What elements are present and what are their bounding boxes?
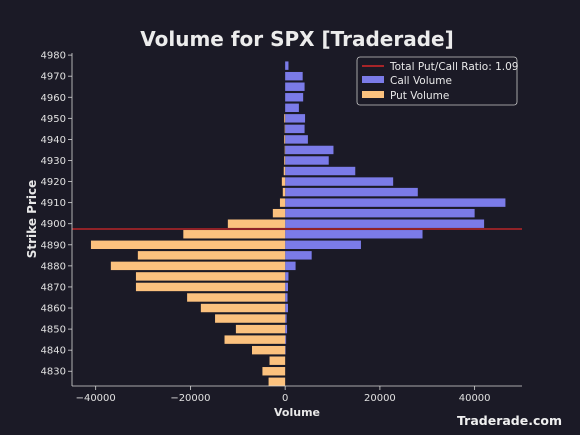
put-bar-4895 xyxy=(183,230,286,239)
put-bar-4915 xyxy=(282,187,286,197)
legend-label-ref-line: Total Put/Call Ratio: 1.09 xyxy=(389,61,518,73)
call-bar-4885 xyxy=(285,251,312,260)
put-bar-4855 xyxy=(215,314,286,323)
legend-label-call: Call Volume xyxy=(390,75,452,87)
call-bar-4915 xyxy=(285,187,418,197)
ticks-group: 4830 4840 4850 4860 4870 4880 4890 4900 4910 4920… xyxy=(41,51,491,404)
y-tick-label-4930: 4930 xyxy=(41,156,66,167)
legend-swatch-put xyxy=(362,91,384,98)
call-bar-4860 xyxy=(285,303,288,313)
chart-title: Volume for SPX [Traderade] xyxy=(140,27,454,51)
call-bar-4875 xyxy=(285,272,289,281)
call-bar-4845 xyxy=(285,335,287,344)
y-tick-label-4970: 4970 xyxy=(41,72,66,83)
put-bar-4920 xyxy=(281,177,286,186)
put-bar-4880 xyxy=(110,261,286,271)
put-bar-4860 xyxy=(200,303,286,313)
legend: Total Put/Call Ratio: 1.09 Call Volume P… xyxy=(356,56,518,106)
put-bar-4905 xyxy=(272,208,286,218)
call-bar-4895 xyxy=(285,230,423,239)
put-bar-4910 xyxy=(279,198,286,207)
put-bar-4925 xyxy=(283,166,286,176)
call-bar-4930 xyxy=(285,156,329,165)
put-bar-4870 xyxy=(135,282,286,292)
y-tick-label-4870: 4870 xyxy=(41,282,66,293)
y-tick-label-4940: 4940 xyxy=(41,135,66,146)
call-bar-4975 xyxy=(285,61,289,70)
put-bar-4850 xyxy=(235,324,286,334)
x-tick-label-40000: 40000 xyxy=(459,393,491,404)
call-bar-4905 xyxy=(285,208,475,218)
call-bar-4910 xyxy=(285,198,506,207)
y-tick-label-4920: 4920 xyxy=(41,177,66,188)
put-bar-4825 xyxy=(268,377,286,386)
call-bar-4955 xyxy=(285,103,299,113)
y-tick-label-4980: 4980 xyxy=(41,51,66,62)
y-tick-label-4950: 4950 xyxy=(41,114,66,125)
call-bar-4960 xyxy=(285,93,304,102)
call-bar-4940 xyxy=(285,135,308,144)
put-bar-4835 xyxy=(269,356,286,365)
call-bar-4850 xyxy=(285,324,288,334)
call-bar-4865 xyxy=(285,293,288,302)
y-axis-label: Strike Price xyxy=(25,180,39,258)
y-tick-label-4880: 4880 xyxy=(41,261,66,272)
axes-group xyxy=(71,53,522,387)
call-bar-4855 xyxy=(285,314,287,323)
put-bar-4840 xyxy=(252,345,286,355)
y-tick-label-4900: 4900 xyxy=(41,219,66,230)
put-bar-4890 xyxy=(90,240,286,250)
put-bar-4950 xyxy=(284,114,286,123)
call-bar-4925 xyxy=(285,166,356,176)
call-bar-4880 xyxy=(285,261,296,271)
legend-swatch-call xyxy=(362,76,384,83)
put-bar-4845 xyxy=(224,335,286,344)
put-bar-4830 xyxy=(262,367,286,376)
call-bar-4950 xyxy=(285,114,306,123)
put-bar-4885 xyxy=(137,251,286,260)
y-tick-label-4830: 4830 xyxy=(41,367,66,378)
x-axis-label: Volume xyxy=(274,406,320,419)
x-tick-label-0: 0 xyxy=(282,393,288,404)
call-bar-4970 xyxy=(285,71,303,81)
y-tick-label-4860: 4860 xyxy=(41,304,66,315)
y-tick-label-4910: 4910 xyxy=(41,198,66,209)
call-bar-4935 xyxy=(285,145,334,155)
call-bar-4870 xyxy=(285,282,288,292)
y-tick-label-4960: 4960 xyxy=(41,93,66,104)
y-tick-label-4850: 4850 xyxy=(41,325,66,336)
x-tick-label--40000: −40000 xyxy=(76,393,116,404)
call-bar-4890 xyxy=(285,240,361,250)
x-tick-label-20000: 20000 xyxy=(364,393,396,404)
call-bar-4965 xyxy=(285,82,305,91)
put-bar-4930 xyxy=(284,156,286,165)
put-bar-4865 xyxy=(187,293,286,302)
bars-group xyxy=(90,61,506,386)
legend-frame xyxy=(356,56,518,106)
call-bar-4900 xyxy=(285,219,485,228)
put-bar-4940 xyxy=(284,135,286,144)
watermark: Traderade.com xyxy=(457,413,562,428)
y-tick-label-4840: 4840 xyxy=(41,346,66,357)
legend-label-put: Put Volume xyxy=(390,90,449,102)
x-tick-label--20000: −20000 xyxy=(170,393,210,404)
put-bar-4900 xyxy=(227,219,286,228)
call-bar-4920 xyxy=(285,177,394,186)
put-bar-4875 xyxy=(135,272,286,281)
call-bar-4945 xyxy=(285,124,305,134)
y-tick-label-4890: 4890 xyxy=(41,240,66,251)
